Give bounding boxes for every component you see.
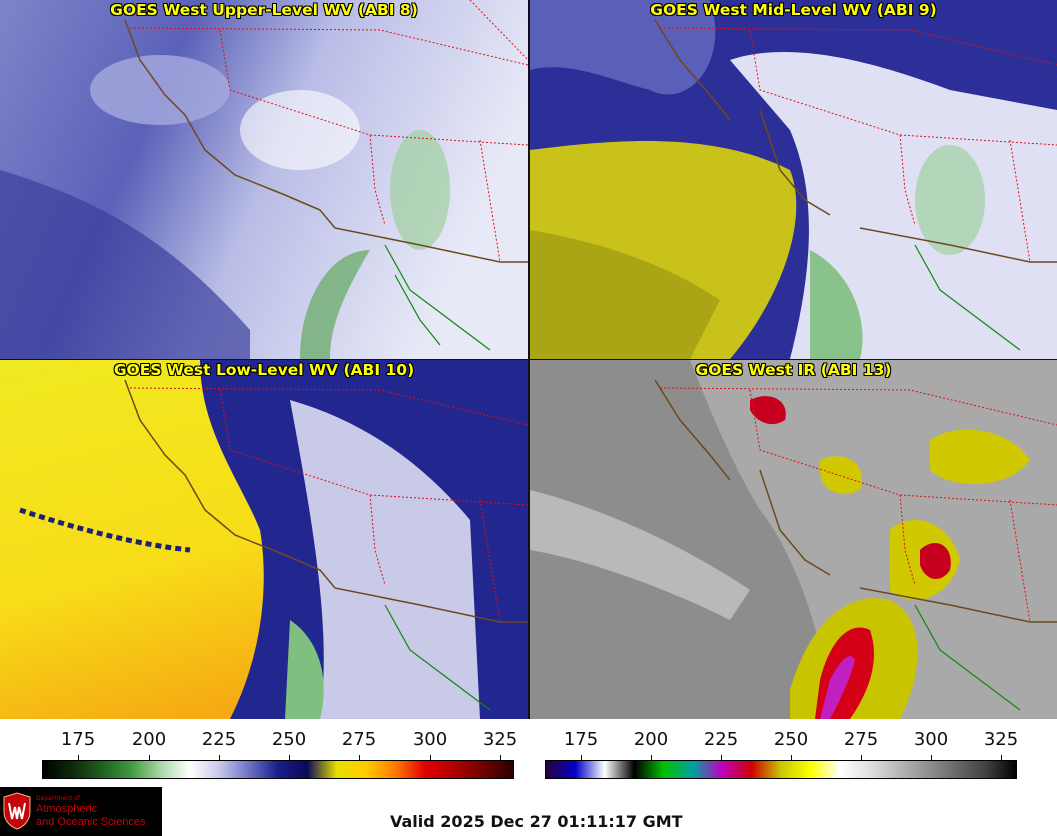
tick-label: 225 — [703, 729, 739, 750]
ir-panel: GOES West IR (ABI 13) — [530, 360, 1057, 719]
tick-label: 225 — [201, 729, 237, 750]
upper-level-wv-image — [0, 0, 528, 359]
tick-mark — [1001, 755, 1002, 761]
tick-label: 200 — [131, 729, 167, 750]
tick-mark — [500, 755, 501, 761]
panel-title: GOES West Low-Level WV (ABI 10) — [113, 361, 415, 379]
uw-crest-icon — [3, 792, 31, 830]
tick-label: 325 — [983, 729, 1019, 750]
tick-mark — [359, 755, 360, 761]
border — [334, 227, 528, 263]
panel-title: GOES West IR (ABI 13) — [695, 361, 892, 379]
ir-color-bar — [545, 760, 1017, 779]
tick-mark — [651, 755, 652, 761]
aos-logo: Department of Atmospheric and Oceanic Sc… — [0, 787, 162, 836]
tick-mark — [219, 755, 220, 761]
tick-label: 250 — [773, 729, 809, 750]
logo-line2: and Oceanic Sciences — [36, 816, 146, 828]
tick-mark — [721, 755, 722, 761]
wv-colorbar: 175 200 225 250 275 300 325 — [42, 721, 518, 781]
tick-mark — [931, 755, 932, 761]
tick-mark — [581, 755, 582, 761]
low-level-wv-panel: GOES West Low-Level WV (ABI 10) — [0, 360, 528, 719]
logo-line1: Atmospheric — [36, 803, 98, 815]
tick-mark — [149, 755, 150, 761]
low-level-wv-image — [0, 360, 528, 719]
upper-level-wv-panel: GOES West Upper-Level WV (ABI 8) — [0, 0, 528, 359]
tick-label: 300 — [913, 729, 949, 750]
panel-title: GOES West Upper-Level WV (ABI 8) — [110, 1, 418, 19]
valid-time: Valid 2025 Dec 27 01:11:17 GMT — [390, 812, 683, 831]
tick-mark — [78, 755, 79, 761]
tick-mark — [791, 755, 792, 761]
tick-mark — [430, 755, 431, 761]
tick-mark — [861, 755, 862, 761]
tick-mark — [289, 755, 290, 761]
tick-label: 325 — [482, 729, 518, 750]
panel-divider-horizontal — [0, 359, 1057, 360]
mid-level-wv-panel: GOES West Mid-Level WV (ABI 9) — [530, 0, 1057, 359]
tick-label: 175 — [563, 729, 599, 750]
tick-label: 250 — [271, 729, 307, 750]
baja-coast — [384, 244, 491, 351]
ir-colorbar: 175 200 225 250 275 300 325 — [545, 721, 1019, 781]
tick-label: 275 — [843, 729, 879, 750]
tick-label: 175 — [60, 729, 96, 750]
tick-label: 275 — [341, 729, 377, 750]
tick-label: 200 — [633, 729, 669, 750]
logo-dept-text: Department of — [36, 795, 80, 802]
ir-image — [530, 360, 1057, 719]
mid-level-wv-image — [530, 0, 1057, 359]
coastline — [124, 19, 336, 229]
tick-label: 300 — [412, 729, 448, 750]
wv-color-bar — [42, 760, 514, 779]
panel-title: GOES West Mid-Level WV (ABI 9) — [650, 1, 937, 19]
